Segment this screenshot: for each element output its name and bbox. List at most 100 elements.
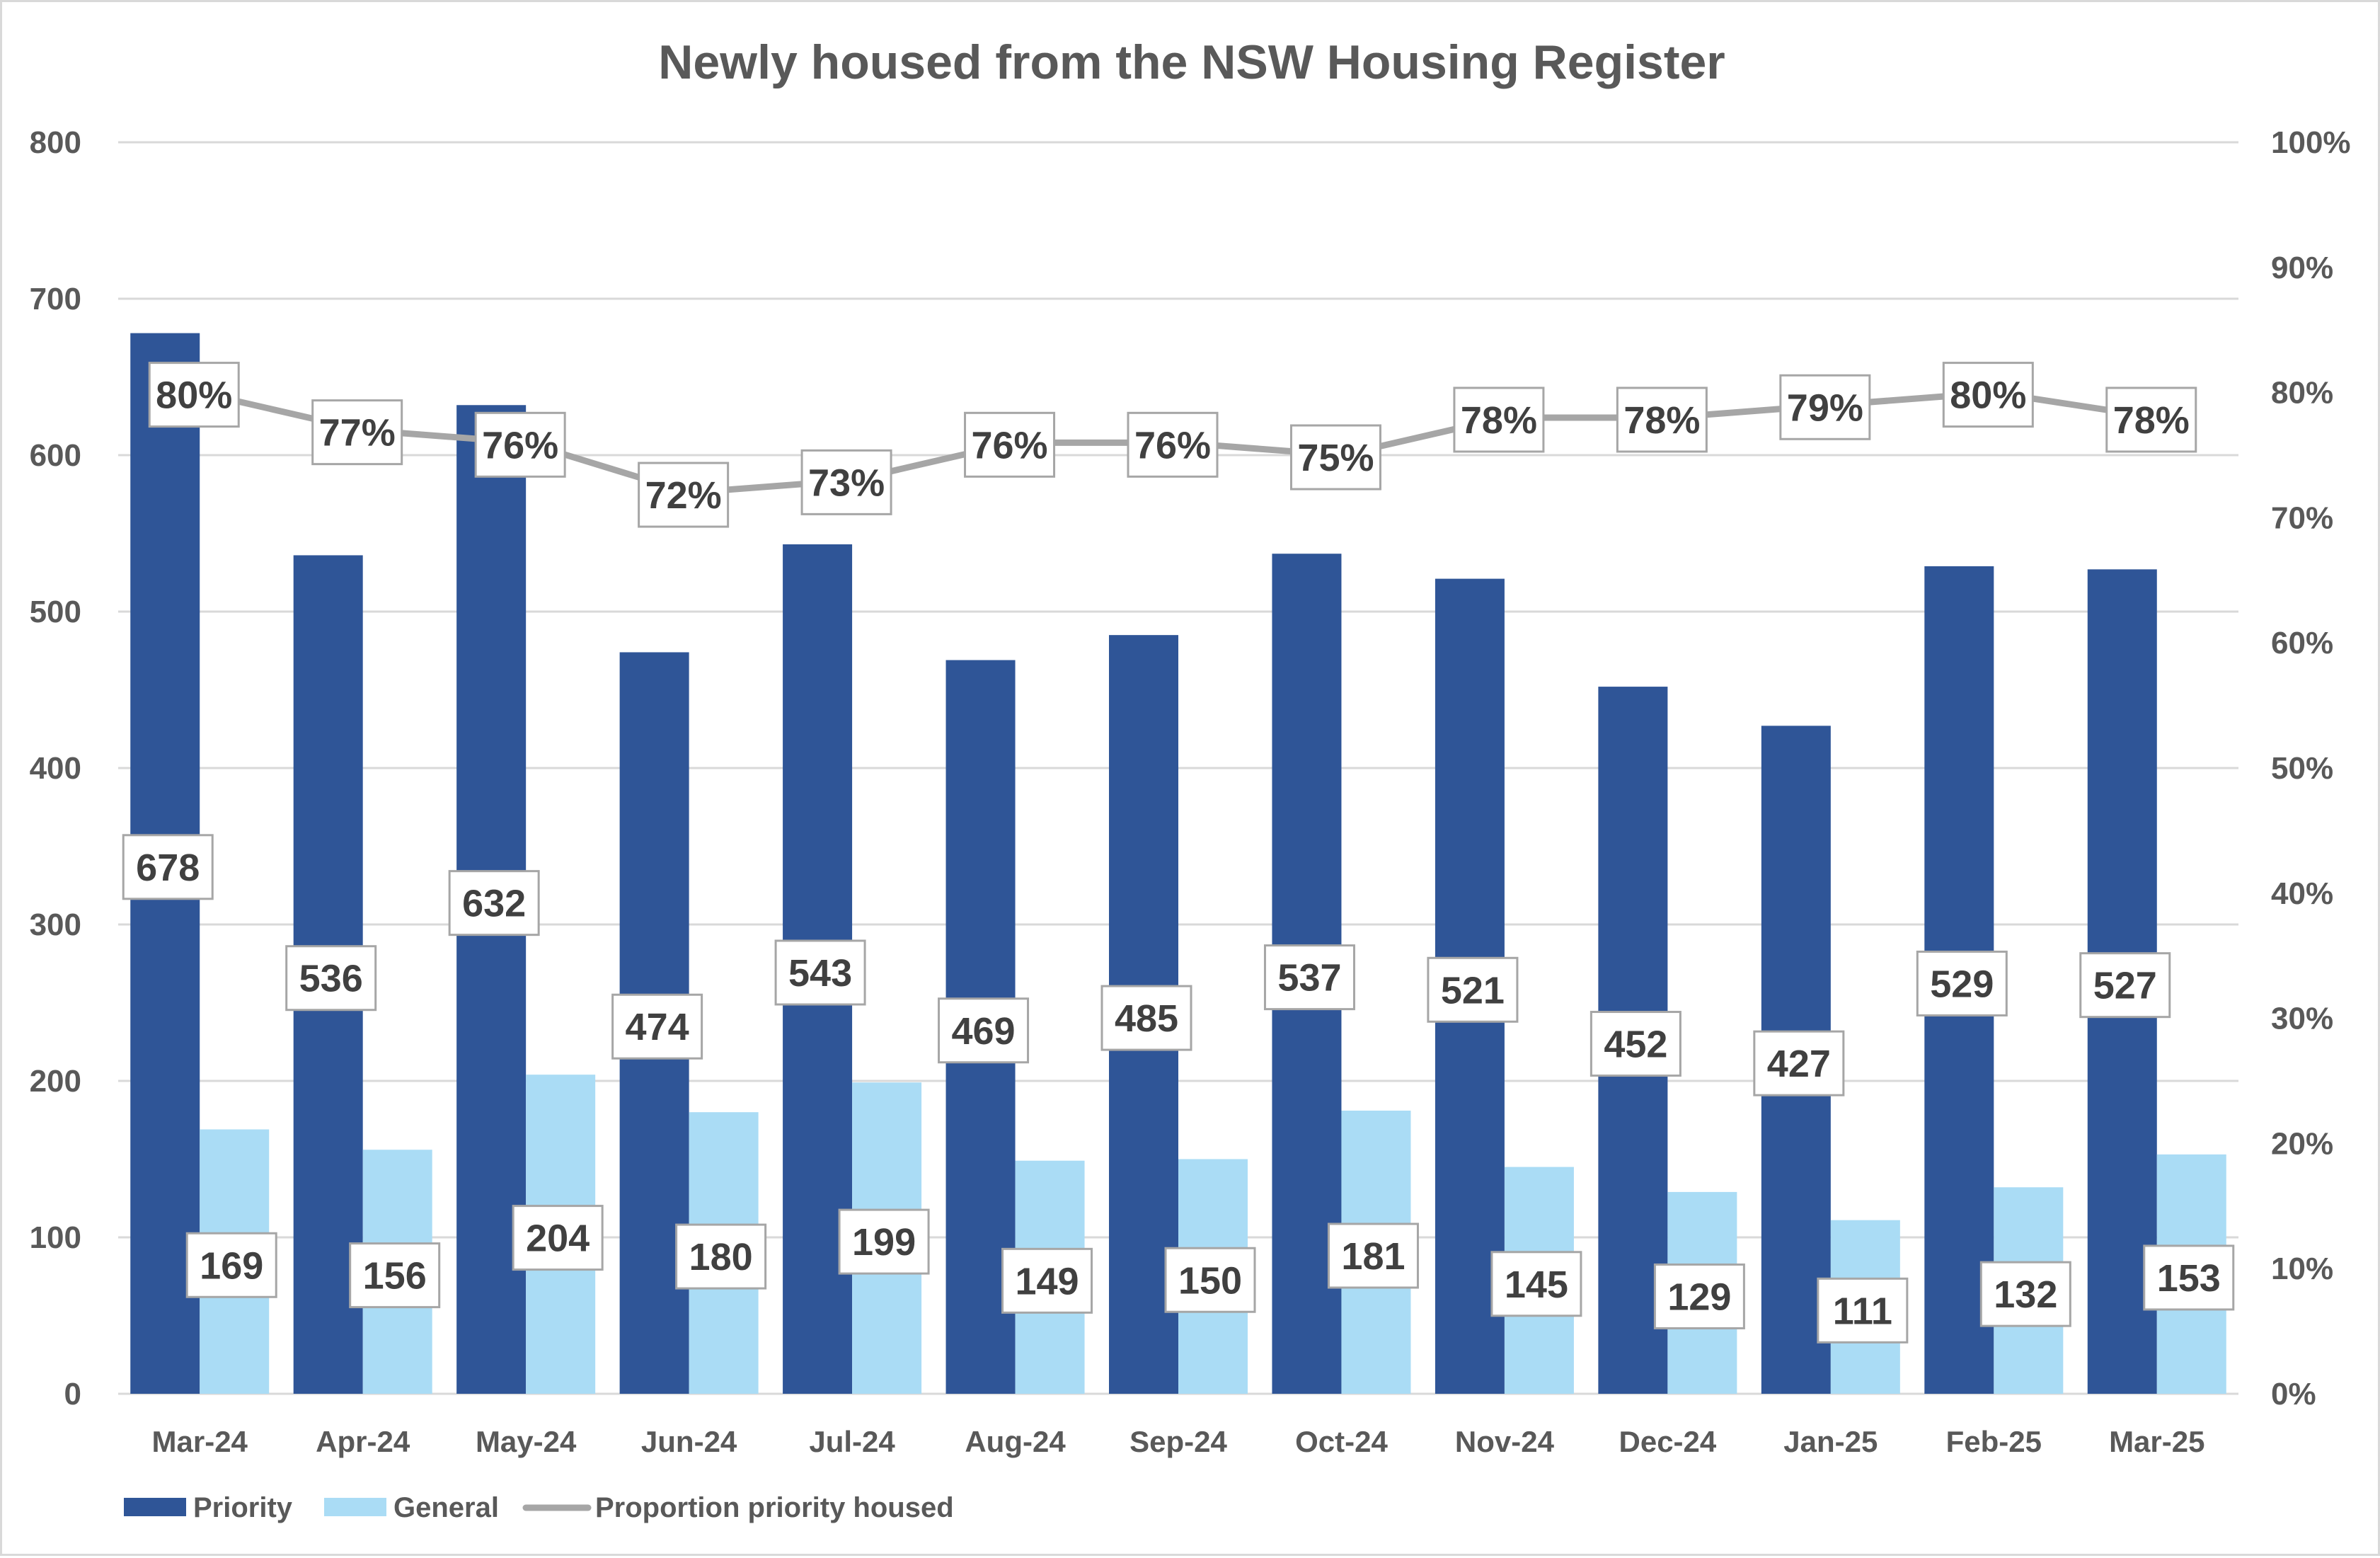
x-axis-tick-label: Apr-24 xyxy=(316,1425,410,1458)
general-data-label-box xyxy=(1001,1247,1093,1314)
priority-data-label-group: 536 xyxy=(285,945,377,1012)
bars xyxy=(130,333,2226,1394)
y-axis-tick-label: 600 xyxy=(30,438,81,473)
y-axis-tick-label: 400 xyxy=(30,751,81,786)
legend-label-general: General xyxy=(393,1492,499,1523)
priority-data-label-group: 537 xyxy=(1263,944,1355,1011)
priority-data-label: 452 xyxy=(1604,1024,1667,1066)
general-data-label: 169 xyxy=(200,1244,263,1287)
priority-data-label-group: 527 xyxy=(2079,952,2171,1019)
priority-data-label-group: 521 xyxy=(1427,956,1519,1023)
y2-axis-tick-label: 20% xyxy=(2271,1126,2333,1161)
proportion-data-label: 76% xyxy=(482,424,558,466)
proportion-data-label-group: 72% xyxy=(638,462,730,528)
priority-data-label-box xyxy=(1427,956,1519,1023)
proportion-data-label: 80% xyxy=(1950,374,2026,417)
priority-data-label-group: 529 xyxy=(1916,950,2008,1016)
proportion-data-label-group: 80% xyxy=(1942,362,2034,428)
general-data-label: 180 xyxy=(689,1236,753,1278)
chart-title: Newly housed from the NSW Housing Regist… xyxy=(658,35,1725,89)
legend-swatch-general xyxy=(324,1498,386,1516)
general-data-label-group: 204 xyxy=(512,1205,604,1271)
y2-axis-tick-label: 0% xyxy=(2271,1377,2316,1411)
general-data-label-group: 145 xyxy=(1490,1251,1582,1317)
proportion-data-label-box xyxy=(1453,386,1545,453)
y-axis-tick-label: 100 xyxy=(30,1220,81,1255)
y-axis-tick-label: 700 xyxy=(30,282,81,316)
proportion-data-label-group: 80% xyxy=(148,362,240,428)
x-axis-tick-label: Jul-24 xyxy=(809,1425,895,1458)
priority-data-label-box xyxy=(611,993,703,1060)
general-data-label-box xyxy=(349,1242,441,1309)
general-data-label-box xyxy=(512,1205,604,1271)
y-axis-tick-label: 300 xyxy=(30,907,81,942)
general-data-label-group: 181 xyxy=(1327,1222,1419,1289)
x-axis-tick-label: Jun-24 xyxy=(641,1425,737,1458)
proportion-data-label-group: 78% xyxy=(1616,386,1708,453)
priority-data-label-box xyxy=(1100,985,1192,1051)
general-data-label: 129 xyxy=(1667,1276,1731,1318)
proportion-data-label: 73% xyxy=(808,462,885,504)
general-data-label-box xyxy=(1653,1263,1745,1329)
y-axis-tick-label: 0 xyxy=(64,1377,81,1411)
general-data-label-group: 132 xyxy=(1979,1261,2071,1327)
priority-data-label-box xyxy=(2079,952,2171,1019)
proportion-data-label: 80% xyxy=(156,374,232,417)
priority-data-label-box xyxy=(1916,950,2008,1016)
general-data-label: 132 xyxy=(1994,1273,2057,1316)
general-data-label-box xyxy=(2143,1244,2235,1311)
x-axis-tick-label: Jan-25 xyxy=(1783,1425,1878,1458)
priority-data-label: 527 xyxy=(2093,965,2157,1007)
proportion-data-label-box xyxy=(311,399,403,466)
proportion-data-label-box xyxy=(800,449,892,515)
general-data-label-group: 129 xyxy=(1653,1263,1745,1329)
general-data-label: 111 xyxy=(1833,1290,1892,1332)
priority-data-label-group: 543 xyxy=(774,939,866,1006)
x-axis-tick-label: Dec-24 xyxy=(1619,1425,1717,1458)
general-data-label: 199 xyxy=(852,1221,916,1264)
proportion-data-label-group: 76% xyxy=(1127,411,1219,478)
proportion-data-label: 78% xyxy=(1623,399,1700,442)
priority-data-label: 537 xyxy=(1277,957,1341,999)
y2-axis-tick-label: 60% xyxy=(2271,626,2333,660)
proportion-data-label: 78% xyxy=(2113,399,2190,442)
proportion-data-label: 75% xyxy=(1297,437,1374,479)
proportion-data-label: 79% xyxy=(1787,386,1863,429)
general-data-label-box xyxy=(185,1232,277,1298)
priority-data-label: 474 xyxy=(626,1006,689,1048)
general-data-label-box xyxy=(1979,1261,2071,1327)
data-labels: 678 536 632 474 543 469 485 537 521 452 427 529 527 1… xyxy=(122,362,2235,1344)
priority-data-label-box xyxy=(938,997,1030,1064)
priority-data-label-box xyxy=(448,870,540,936)
x-axis-tick-label: Sep-24 xyxy=(1129,1425,1227,1458)
proportion-data-label-group: 78% xyxy=(2105,386,2197,453)
priority-data-label: 427 xyxy=(1767,1043,1831,1085)
priority-data-label: 485 xyxy=(1115,997,1178,1040)
y-axis-tick-label: 800 xyxy=(30,125,81,160)
proportion-data-label: 76% xyxy=(1134,424,1211,466)
general-data-label-group: 180 xyxy=(675,1223,767,1290)
priority-data-label-box xyxy=(122,834,214,900)
general-data-label-box xyxy=(1164,1247,1256,1313)
general-data-label-group: 111 xyxy=(1817,1277,1909,1344)
general-data-label-box xyxy=(1817,1277,1909,1344)
general-data-label-group: 199 xyxy=(838,1208,930,1275)
general-data-label: 153 xyxy=(2157,1257,2221,1300)
priority-data-label-box xyxy=(774,939,866,1006)
proportion-data-label-box xyxy=(2105,386,2197,453)
priority-data-label-group: 469 xyxy=(938,997,1030,1064)
priority-data-label: 678 xyxy=(136,847,200,889)
priority-data-label: 543 xyxy=(788,952,852,995)
priority-data-label: 536 xyxy=(299,958,363,1000)
proportion-data-label-group: 73% xyxy=(800,449,892,515)
general-data-label: 204 xyxy=(526,1218,590,1260)
priority-data-label-group: 485 xyxy=(1100,985,1192,1051)
general-data-label: 145 xyxy=(1505,1264,1568,1306)
priority-data-label-box xyxy=(285,945,377,1012)
proportion-data-label: 72% xyxy=(645,474,722,517)
x-axis-tick-label: Feb-25 xyxy=(1946,1425,2042,1458)
proportion-data-label-box xyxy=(1779,374,1871,440)
proportion-data-label-box xyxy=(474,411,566,478)
